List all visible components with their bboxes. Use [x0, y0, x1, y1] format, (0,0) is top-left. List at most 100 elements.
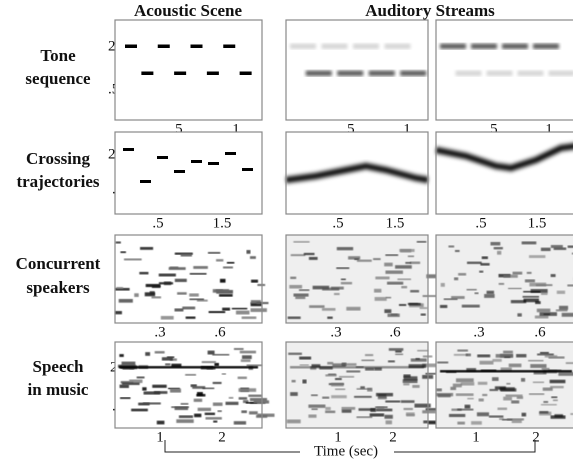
harmonic [116, 241, 121, 243]
harmonic [171, 406, 189, 408]
melody [119, 366, 258, 369]
harmonic [477, 412, 489, 416]
harmonic [208, 252, 220, 254]
harmonic [161, 316, 174, 320]
harmonic [242, 316, 257, 319]
harmonic [385, 254, 398, 256]
x-tick-label: 2 [218, 429, 226, 445]
harmonic [115, 311, 122, 314]
harmonic [179, 415, 193, 418]
tone [290, 45, 316, 49]
harmonic [302, 380, 306, 384]
tone [369, 72, 395, 76]
harmonic [124, 258, 142, 260]
harmonic [395, 354, 403, 356]
harmonic [198, 408, 211, 411]
y-tick-label: 2 [108, 146, 116, 162]
harmonic [475, 292, 479, 294]
harmonic [385, 400, 400, 402]
x-tick-label: 1 [472, 429, 480, 445]
harmonic [361, 360, 374, 362]
tone [207, 72, 219, 76]
spectrogram-panel [286, 342, 443, 428]
harmonic [479, 271, 483, 273]
harmonic [202, 361, 216, 363]
x-tick-label: 1.5 [213, 215, 232, 231]
harmonic [467, 289, 477, 291]
harmonic [387, 282, 403, 285]
row-label: Tone [40, 46, 76, 65]
harmonic [341, 282, 352, 284]
harmonic [462, 305, 480, 308]
harmonic [503, 275, 517, 278]
harmonic [525, 279, 535, 282]
tone [337, 72, 363, 76]
tone [487, 72, 513, 76]
harmonic [489, 415, 503, 417]
harmonic [354, 396, 372, 398]
harmonic [404, 408, 413, 410]
harmonic [479, 399, 484, 402]
harmonic [122, 382, 140, 385]
harmonic [458, 273, 466, 276]
tone [502, 45, 528, 49]
harmonic [456, 378, 474, 382]
x-tick-label: .5 [152, 215, 163, 231]
x-tick-label: .6 [534, 324, 546, 340]
harmonic [295, 296, 305, 299]
harmonic [122, 362, 136, 366]
harmonic [461, 382, 475, 385]
harmonic [457, 422, 465, 425]
harmonic [438, 394, 451, 397]
row-label: in music [28, 380, 89, 399]
harmonic [337, 247, 353, 250]
harmonic [208, 351, 215, 355]
tone [157, 156, 168, 159]
harmonic [527, 272, 532, 274]
harmonic [151, 296, 161, 298]
spectrogram-panel [115, 132, 262, 214]
harmonic [220, 279, 226, 283]
harmonic [291, 254, 306, 256]
harmonic [185, 374, 196, 376]
harmonic [539, 411, 548, 414]
harmonic [242, 355, 252, 359]
harmonic [492, 377, 499, 381]
harmonic [506, 383, 510, 385]
harmonic [558, 372, 573, 376]
harmonic [512, 420, 522, 423]
harmonic [299, 289, 309, 291]
harmonic [213, 382, 222, 384]
column-title: Auditory Streams [365, 1, 495, 20]
harmonic [336, 267, 349, 269]
harmonic [334, 293, 340, 295]
harmonic [541, 248, 551, 251]
harmonic [290, 392, 298, 396]
harmonic [457, 409, 473, 411]
harmonic [212, 354, 229, 356]
harmonic [360, 386, 365, 389]
tone [140, 180, 151, 183]
harmonic [489, 389, 498, 391]
harmonic [471, 421, 482, 425]
harmonic [466, 354, 471, 357]
harmonic [497, 251, 501, 255]
harmonic [293, 241, 309, 243]
tone [223, 45, 235, 49]
harmonic [522, 413, 527, 417]
harmonic [225, 402, 238, 405]
x-tick-label: .6 [389, 324, 401, 340]
harmonic [551, 274, 556, 277]
harmonic [325, 411, 335, 413]
harmonic [194, 399, 202, 402]
harmonic [288, 316, 301, 319]
harmonic [162, 357, 173, 360]
harmonic [384, 263, 393, 267]
harmonic [545, 355, 558, 357]
harmonic [346, 307, 360, 311]
harmonic [389, 348, 404, 351]
harmonic [384, 415, 392, 419]
harmonic [451, 296, 465, 299]
harmonic [181, 403, 189, 405]
tone [533, 45, 559, 49]
